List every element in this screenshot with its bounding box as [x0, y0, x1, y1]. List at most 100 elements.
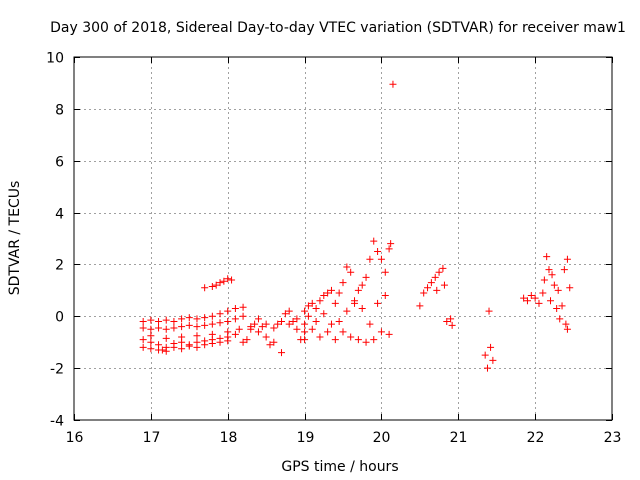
data-point — [335, 289, 343, 297]
data-point — [155, 317, 163, 325]
data-point — [170, 343, 178, 351]
data-point — [431, 273, 439, 281]
data-point — [447, 315, 455, 323]
data-point — [193, 323, 201, 331]
data-point — [235, 325, 243, 333]
data-point — [366, 255, 374, 263]
data-point — [266, 341, 274, 349]
data-point — [170, 317, 178, 325]
data-point — [487, 343, 495, 351]
data-point — [239, 338, 247, 346]
data-point — [327, 320, 335, 328]
x-tick-label: 19 — [297, 430, 315, 446]
data-point — [301, 336, 309, 344]
data-point — [331, 299, 339, 307]
data-point — [216, 338, 224, 346]
data-point — [201, 321, 209, 329]
data-point — [162, 334, 170, 342]
data-point — [548, 271, 556, 279]
data-point — [216, 279, 224, 287]
data-point — [147, 332, 155, 340]
data-point — [523, 297, 531, 305]
data-point — [535, 299, 543, 307]
data-point — [193, 315, 201, 323]
y-tick-label: -2 — [50, 362, 64, 378]
data-point — [274, 320, 282, 328]
data-point — [254, 328, 262, 336]
data-point — [347, 268, 355, 276]
data-point — [562, 320, 570, 328]
data-point — [147, 325, 155, 333]
data-point — [304, 302, 312, 310]
data-point — [262, 333, 270, 341]
data-point — [324, 289, 332, 297]
data-point — [416, 302, 424, 310]
data-point — [301, 328, 309, 336]
data-point — [424, 284, 432, 292]
data-point — [347, 333, 355, 341]
data-point — [224, 307, 232, 315]
data-point — [316, 297, 324, 305]
data-point — [285, 307, 293, 315]
data-point — [231, 315, 239, 323]
data-point — [224, 317, 232, 325]
data-point — [485, 307, 493, 315]
data-point — [427, 279, 435, 287]
data-point — [224, 328, 232, 336]
data-point — [358, 305, 366, 313]
x-tick-label: 16 — [66, 430, 84, 446]
data-point — [155, 346, 163, 354]
data-point — [443, 317, 451, 325]
data-point — [354, 286, 362, 294]
x-tick-label: 21 — [450, 430, 468, 446]
data-point — [281, 310, 289, 318]
data-point — [370, 336, 378, 344]
data-point — [178, 345, 186, 353]
data-point — [193, 332, 201, 340]
data-point — [435, 268, 443, 276]
data-point — [162, 316, 170, 324]
data-point — [553, 305, 561, 313]
data-point — [270, 324, 278, 332]
data-point — [139, 324, 147, 332]
data-point — [258, 323, 266, 331]
y-tick-label: 2 — [55, 258, 64, 274]
y-tick-label: 4 — [55, 207, 64, 223]
data-point — [366, 320, 374, 328]
data-point — [351, 299, 359, 307]
data-point — [320, 292, 328, 300]
x-tick-label: 20 — [373, 430, 391, 446]
data-point — [139, 336, 147, 344]
data-point — [251, 320, 259, 328]
y-tick-label: 10 — [46, 51, 64, 67]
data-point — [147, 338, 155, 346]
data-point — [254, 315, 262, 323]
data-point — [339, 328, 347, 336]
data-point — [440, 281, 448, 289]
data-point — [481, 351, 489, 359]
data-point — [293, 315, 301, 323]
data-point — [343, 263, 351, 271]
x-tick-label: 18 — [220, 430, 238, 446]
data-point — [531, 294, 539, 302]
data-point — [556, 315, 564, 323]
data-point — [147, 345, 155, 353]
data-point — [381, 268, 389, 276]
x-tick-label: 22 — [527, 430, 545, 446]
data-point — [385, 330, 393, 338]
data-point — [374, 247, 382, 255]
data-point — [374, 299, 382, 307]
data-point — [527, 292, 535, 300]
grid — [74, 57, 612, 420]
data-point — [358, 281, 366, 289]
data-point — [339, 279, 347, 287]
data-point — [285, 320, 293, 328]
data-point — [293, 325, 301, 333]
data-point — [139, 343, 147, 351]
data-point — [289, 317, 297, 325]
data-point — [178, 315, 186, 323]
data-point — [331, 336, 339, 344]
data-point — [316, 333, 324, 341]
data-point — [554, 286, 562, 294]
